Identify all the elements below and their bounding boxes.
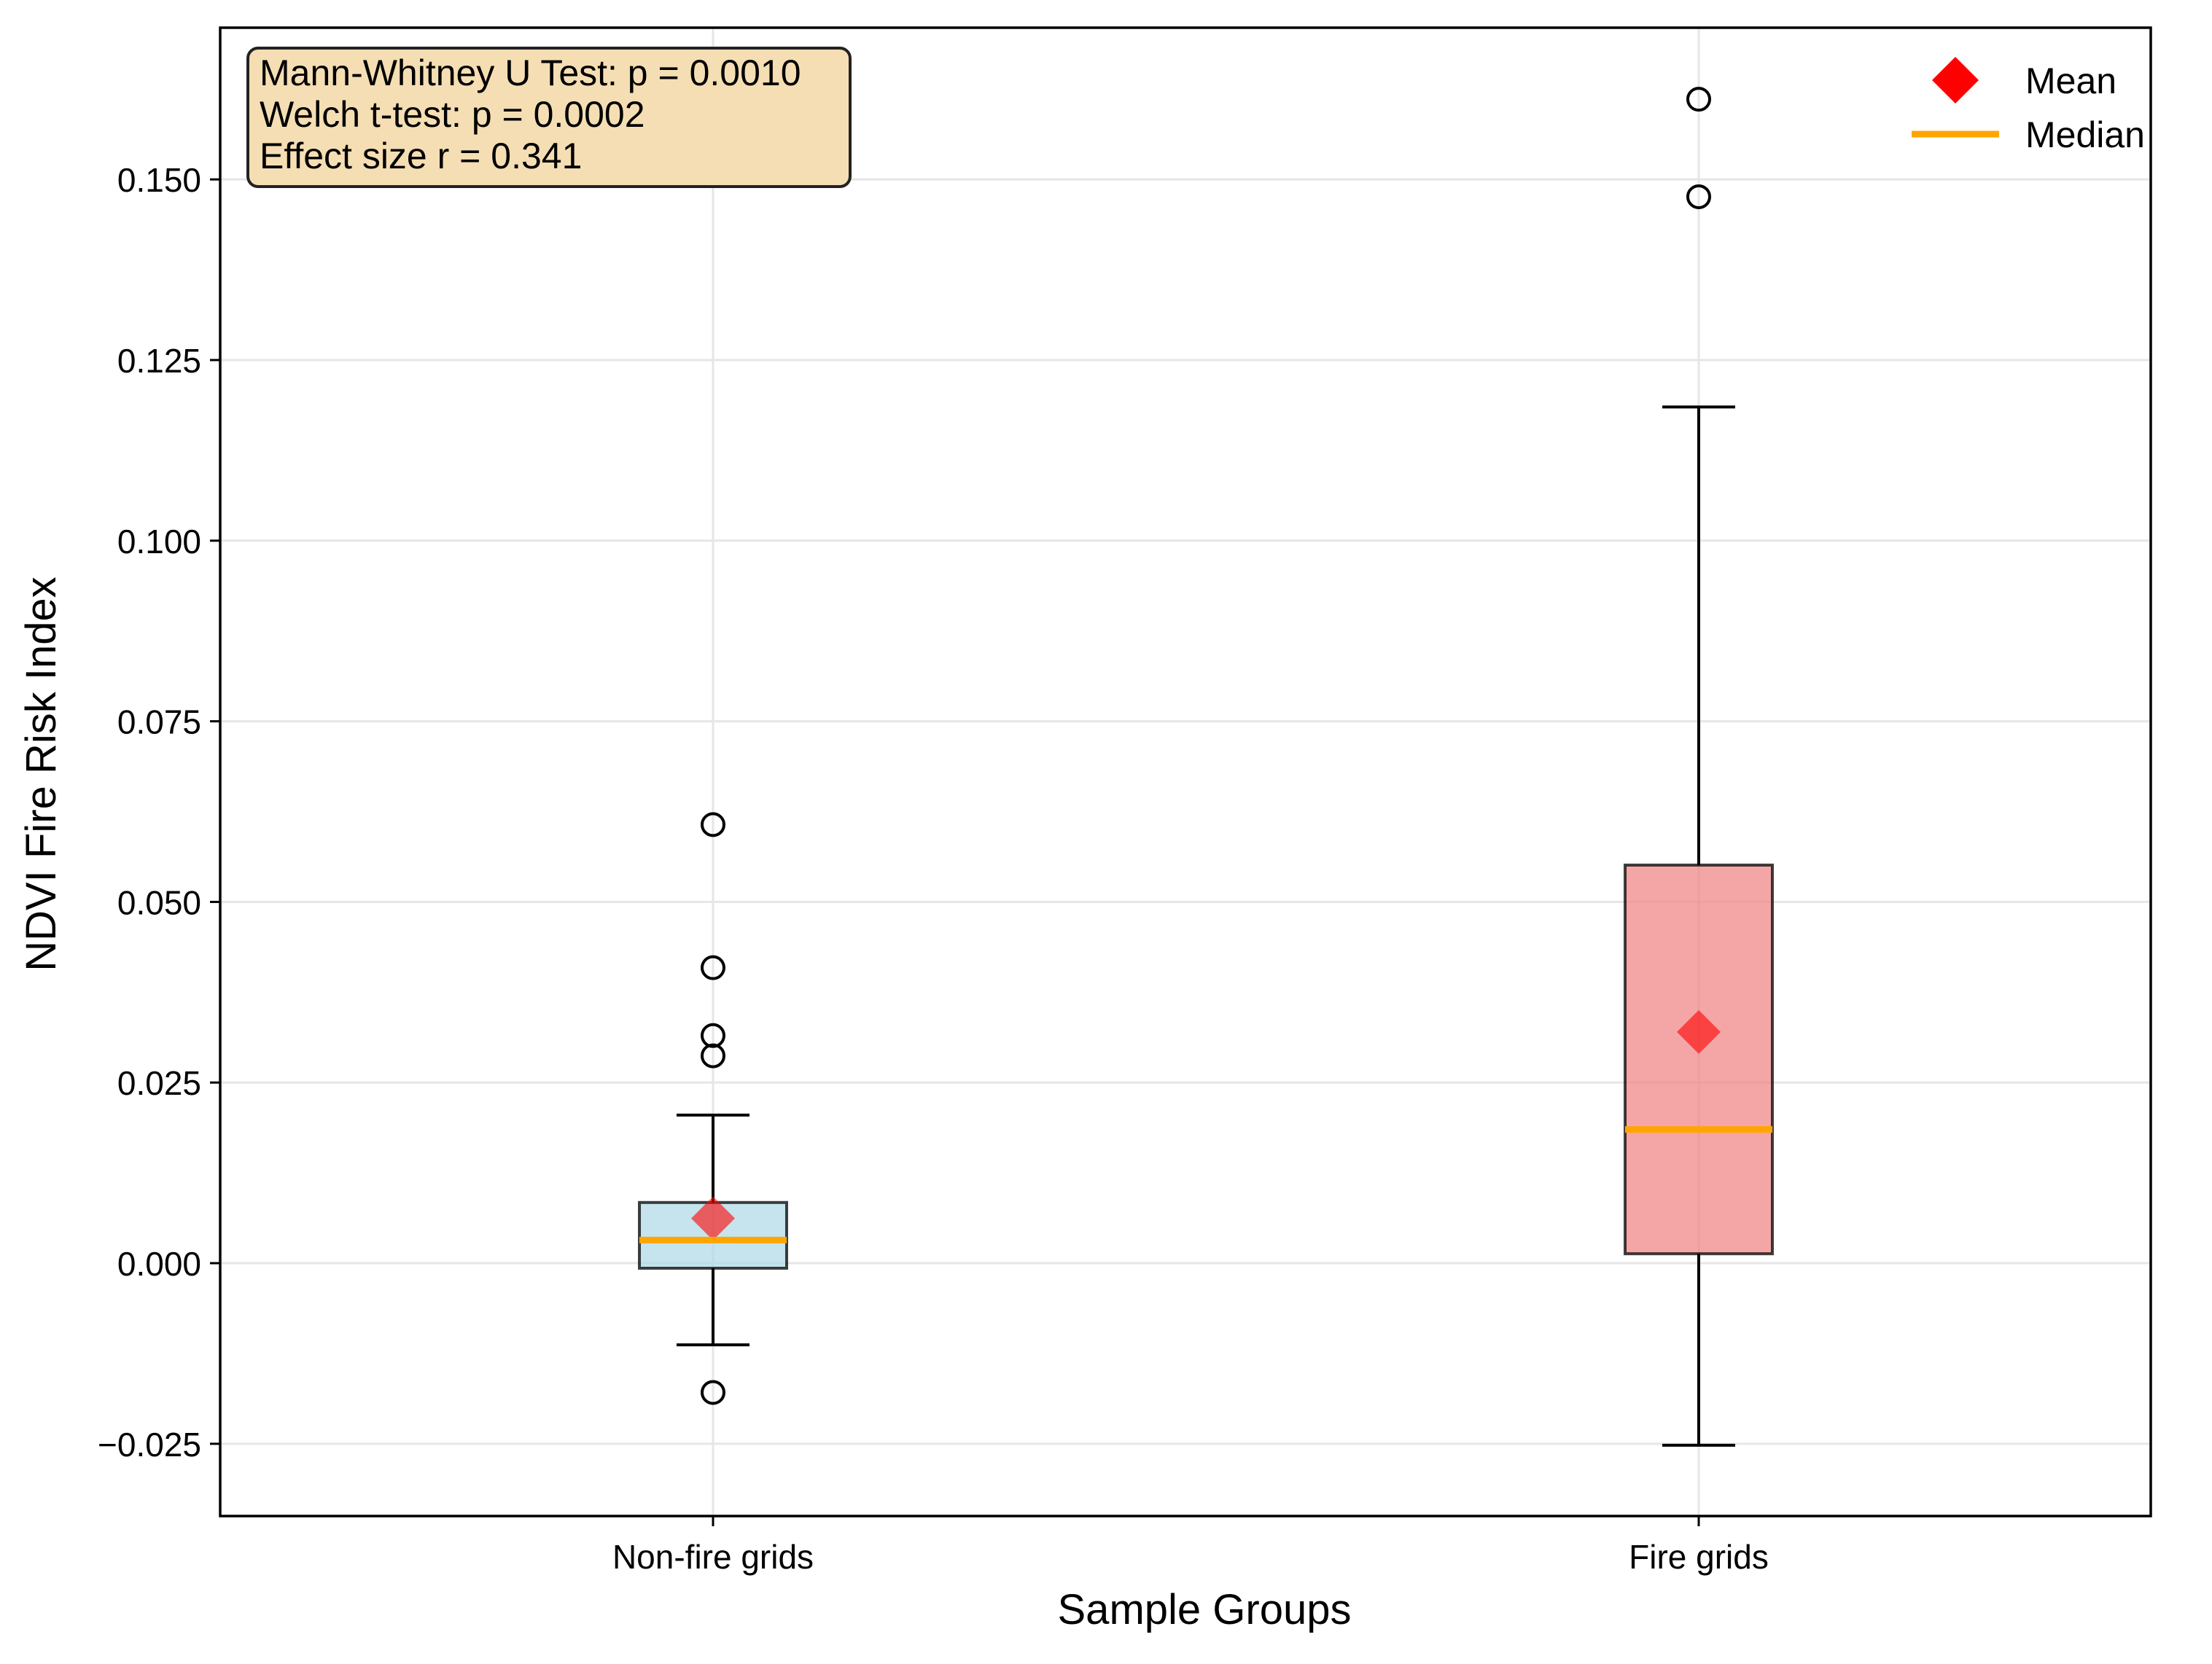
stats-line-mann-whitney: Mann-Whitney U Test: p = 0.0010 (260, 52, 801, 93)
y-tick-label: 0.150 (117, 161, 201, 199)
x-axis-label: Sample Groups (1058, 1586, 1352, 1633)
legend-label-median: Median (2025, 114, 2145, 155)
y-tick-label: 0.100 (117, 523, 201, 560)
y-tick-label: 0.000 (117, 1245, 201, 1283)
y-tick-label: 0.125 (117, 342, 201, 380)
plot-frame (219, 26, 2152, 1517)
y-tick-label: 0.075 (117, 703, 201, 741)
stats-annotation-box: Mann-Whitney U Test: p = 0.0010 Welch t-… (246, 47, 852, 188)
y-tick-label: 0.050 (117, 883, 201, 921)
outlier-point (701, 1380, 725, 1405)
mean-diamond (691, 1196, 735, 1241)
mean-diamond (1677, 1009, 1721, 1054)
legend: Mean Median (1912, 57, 2145, 155)
legend-label-mean: Mean (2025, 60, 2116, 101)
box-layer (638, 87, 1774, 1447)
legend-mean-diamond-icon (1932, 57, 1979, 103)
y-tick-label: −0.025 (98, 1426, 201, 1464)
x-tick-label: Fire grids (1629, 1538, 1769, 1576)
outlier-point (701, 1043, 725, 1069)
y-axis-label: NDVI Fire Risk Index (17, 577, 65, 971)
y-tick-label: 0.025 (117, 1064, 201, 1102)
outlier-point (701, 955, 725, 980)
outlier-point (701, 812, 725, 837)
box-group-fire (1624, 87, 1774, 1447)
x-tick-label: Non-fire grids (612, 1538, 814, 1576)
stats-annotation-background (246, 47, 852, 188)
tick-layer: −0.025 0.000 0.025 0.050 0.075 0.100 0.125 0.15… (98, 161, 1769, 1576)
interquartile-box (1624, 863, 1774, 1256)
box-group-non-fire (638, 812, 788, 1405)
outlier-point (701, 1023, 725, 1048)
stats-line-welch: Welch t-test: p = 0.0002 (260, 94, 645, 135)
outlier-point (1686, 87, 1711, 112)
outlier-point (1686, 184, 1711, 209)
stats-line-effect-size: Effect size r = 0.341 (260, 136, 582, 176)
